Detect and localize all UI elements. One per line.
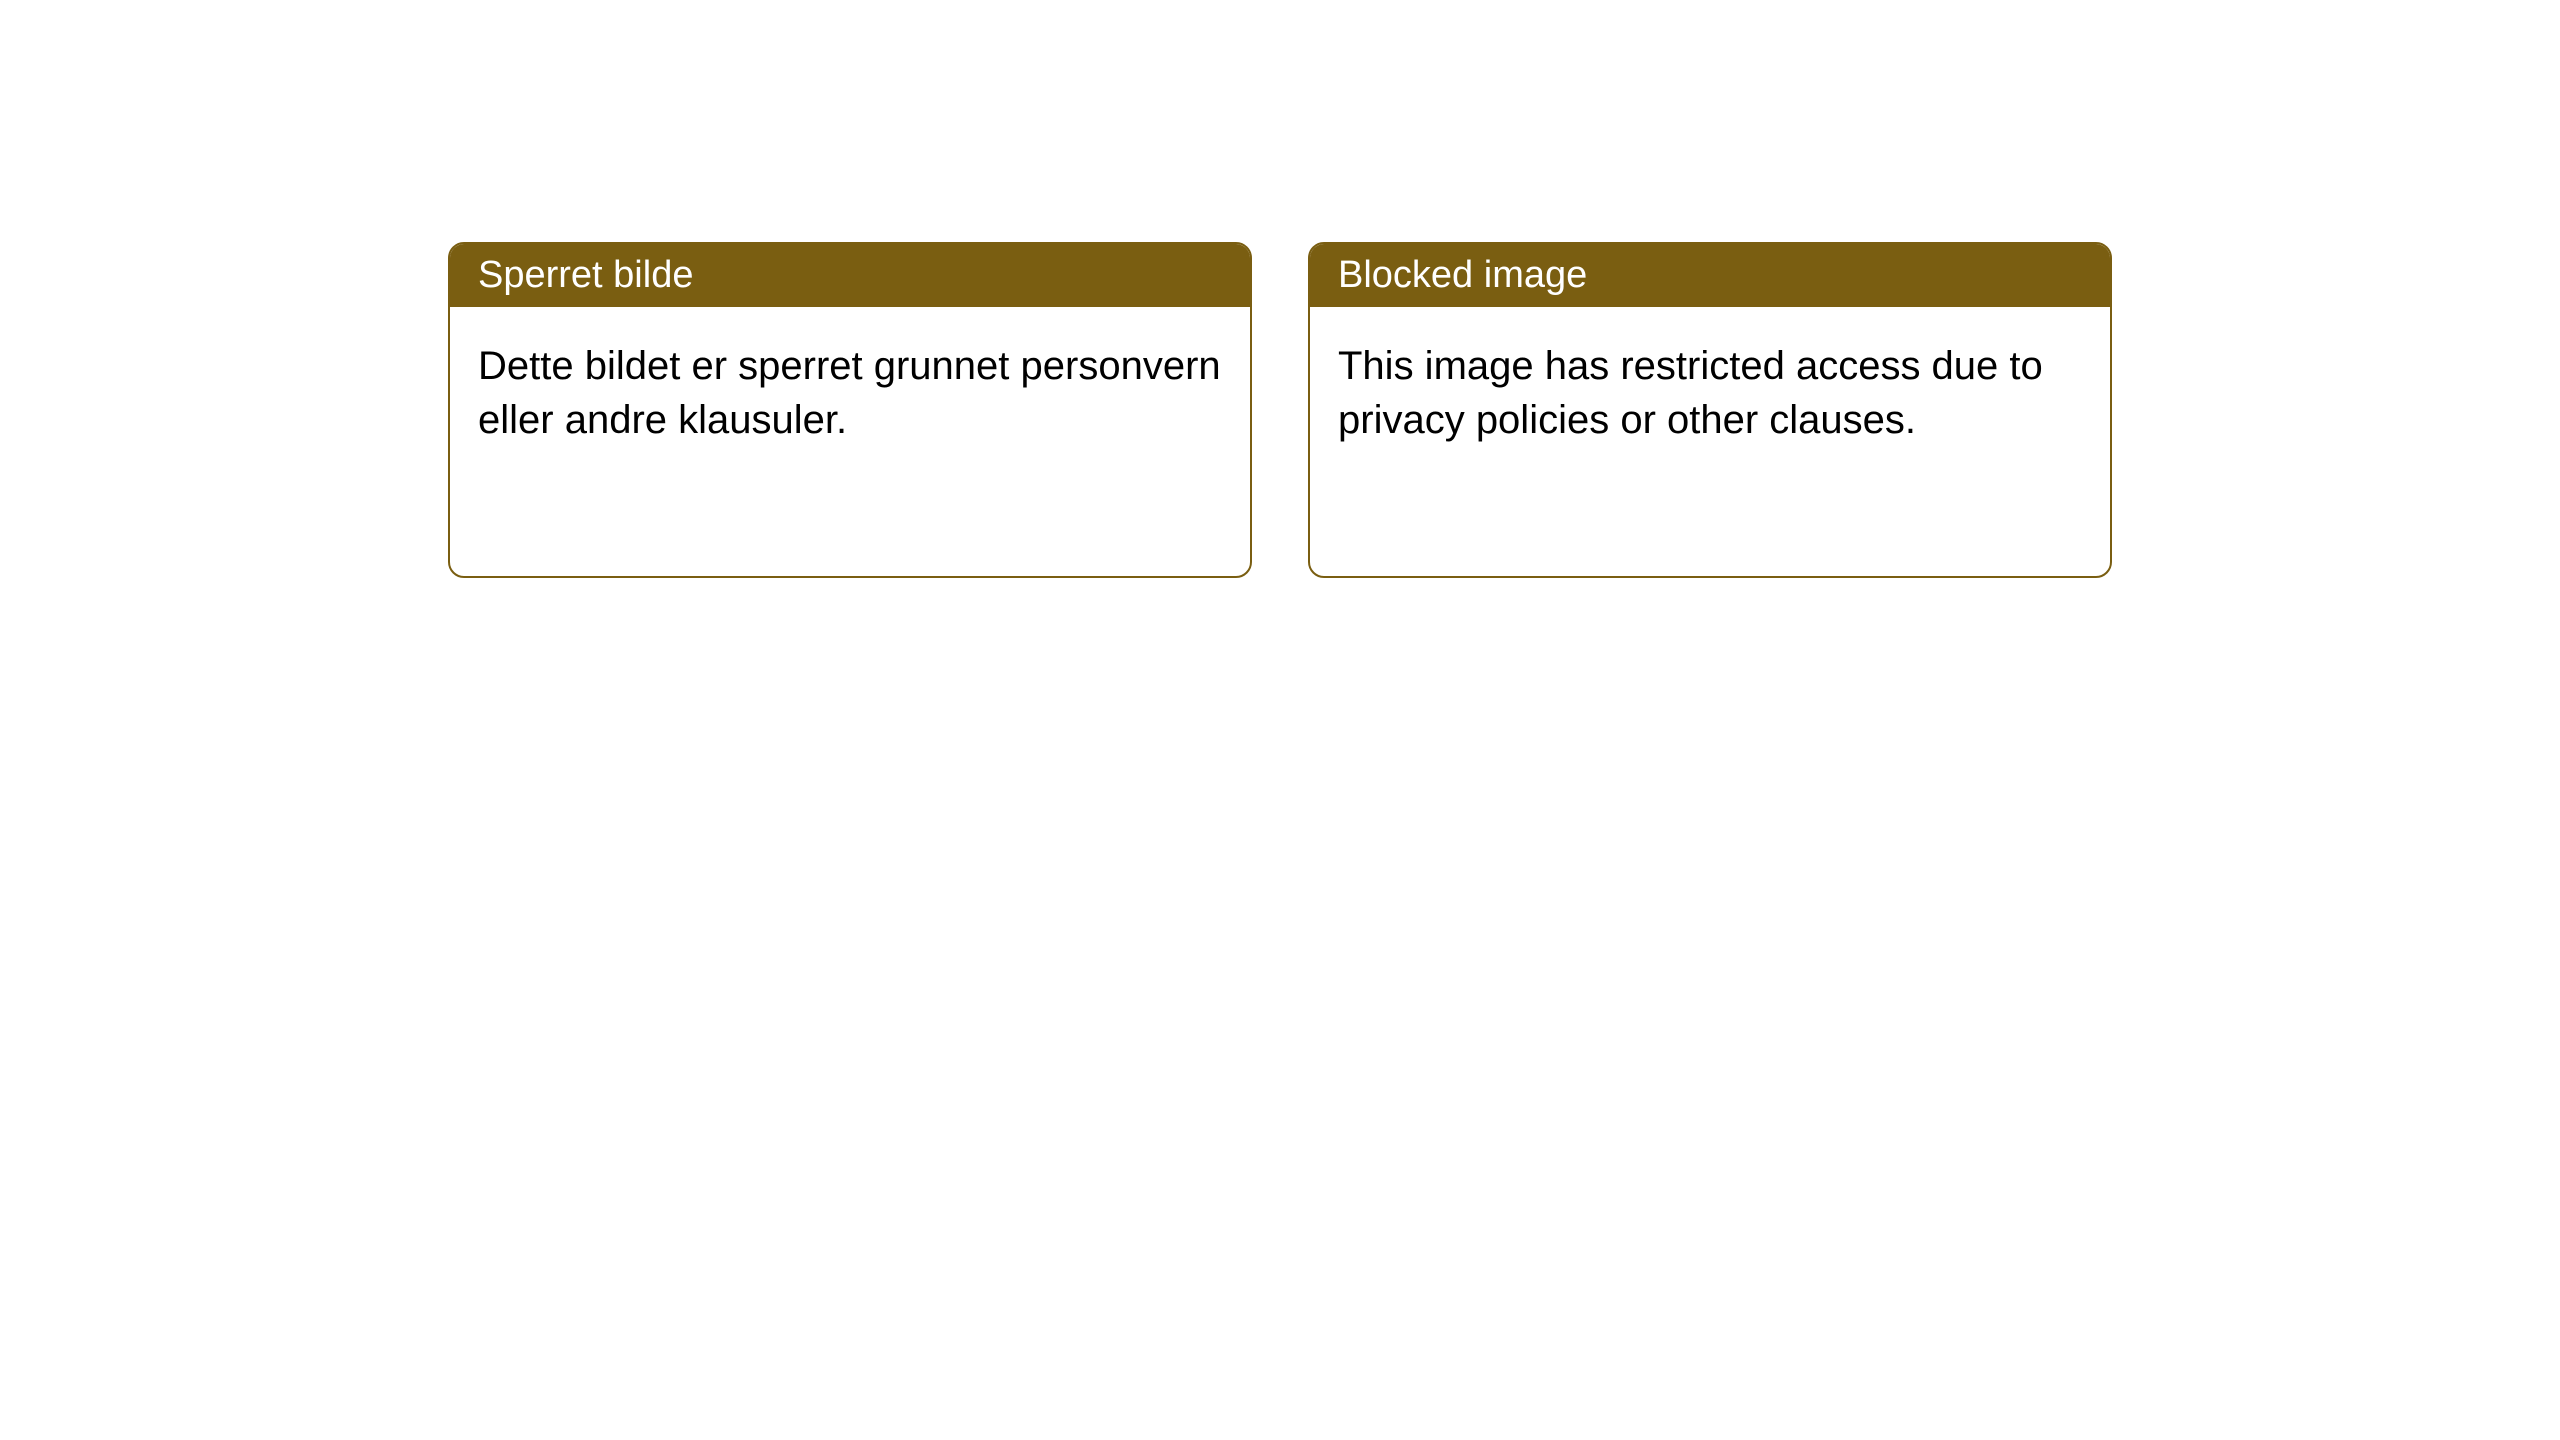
card-norwegian: Sperret bilde Dette bildet er sperret gr… [448, 242, 1252, 578]
card-title: Blocked image [1338, 254, 1587, 296]
card-header-norwegian: Sperret bilde [450, 244, 1250, 307]
card-title: Sperret bilde [478, 254, 693, 296]
cards-container: Sperret bilde Dette bildet er sperret gr… [448, 242, 2112, 578]
card-body-norwegian: Dette bildet er sperret grunnet personve… [450, 307, 1250, 479]
card-body-english: This image has restricted access due to … [1310, 307, 2110, 479]
card-text: This image has restricted access due to … [1338, 344, 2043, 442]
card-header-english: Blocked image [1310, 244, 2110, 307]
card-text: Dette bildet er sperret grunnet personve… [478, 344, 1221, 442]
card-english: Blocked image This image has restricted … [1308, 242, 2112, 578]
